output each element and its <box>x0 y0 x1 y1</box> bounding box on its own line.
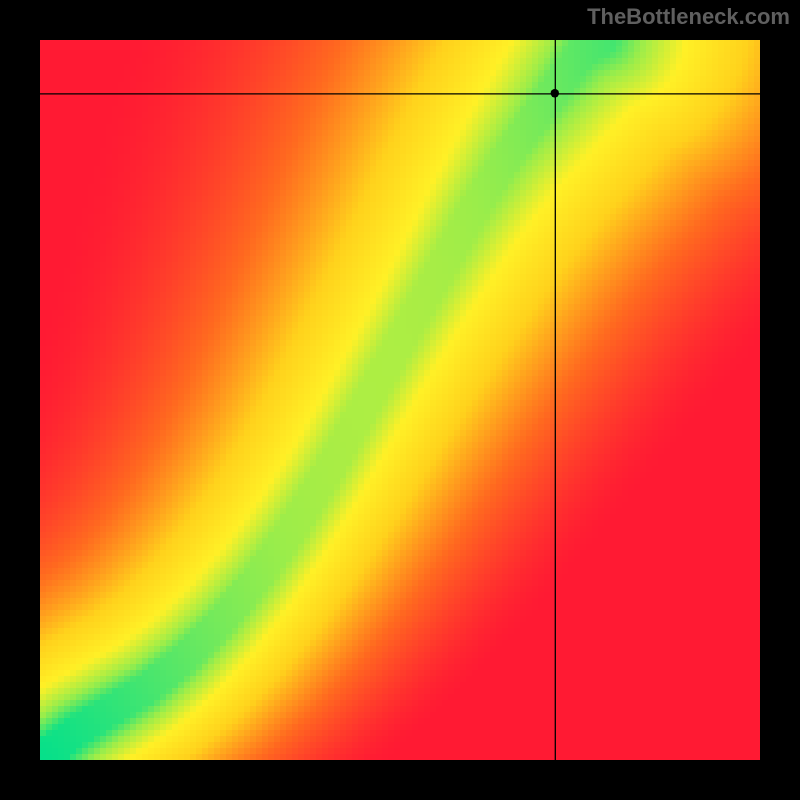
bottleneck-heatmap <box>40 40 760 760</box>
watermark-text: TheBottleneck.com <box>587 4 790 30</box>
